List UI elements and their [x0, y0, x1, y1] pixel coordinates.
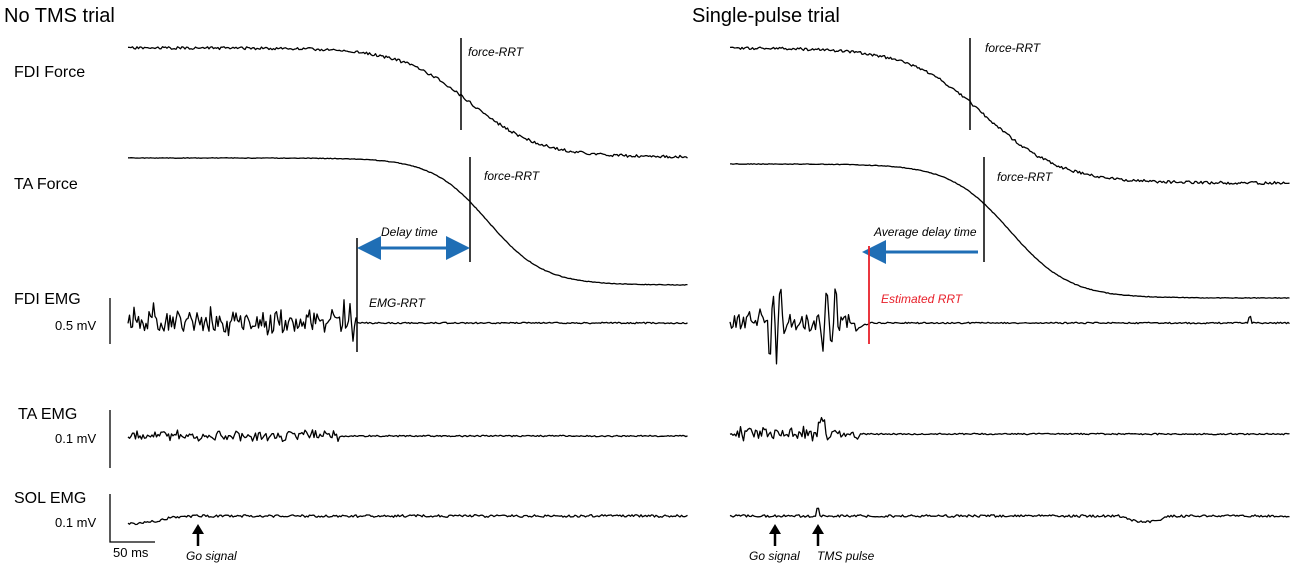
left-fdi-force-trace — [127, 46, 688, 159]
right-estimated-rrt-label: Estimated RRT — [881, 292, 964, 306]
left-fdi-emg-trace — [127, 299, 688, 342]
sol-emg-label: SOL EMG — [14, 490, 86, 507]
ta-force-label: TA Force — [14, 176, 78, 193]
left-delay-label: Delay time — [381, 225, 438, 239]
time-scale-label: 50 ms — [113, 545, 149, 560]
fdi-force-label: FDI Force — [14, 64, 85, 81]
right-ta-emg-trace — [729, 416, 1290, 442]
right-fdi-force-trace — [729, 46, 1290, 185]
right-ta-force-trace — [730, 163, 1290, 299]
right-tms-pulse-arrow — [812, 524, 824, 546]
left-ta-force-trace — [127, 157, 688, 286]
fdi-emg-scale-label: 0.5 mV — [55, 318, 97, 333]
fdi-emg-label: FDI EMG — [14, 291, 81, 308]
sol-emg-time-scale-bar — [109, 494, 155, 543]
right-panel-title: Single-pulse trial — [692, 5, 840, 27]
left-fdi-force-rrt-label: force-RRT — [468, 45, 525, 59]
ta-emg-label: TA EMG — [18, 406, 77, 423]
right-sol-emg-trace — [729, 507, 1290, 524]
right-delay-label: Average delay time — [873, 225, 977, 239]
left-emg-rrt-label: EMG-RRT — [369, 296, 426, 310]
ta-emg-scale-label: 0.1 mV — [55, 431, 97, 446]
left-ta-force-rrt-label: force-RRT — [484, 169, 541, 183]
left-sol-emg-trace — [127, 514, 688, 526]
left-go-signal-arrow — [192, 524, 204, 546]
right-ta-force-rrt-label: force-RRT — [997, 170, 1054, 184]
left-ta-emg-trace — [127, 429, 688, 443]
right-go-signal-label: Go signal — [749, 549, 800, 563]
right-tms-pulse-label: TMS pulse — [817, 549, 875, 563]
right-fdi-force-rrt-label: force-RRT — [985, 41, 1042, 55]
right-fdi-emg-trace — [729, 288, 1290, 365]
left-go-signal-label: Go signal — [186, 549, 237, 563]
right-go-signal-arrow — [769, 524, 781, 546]
sol-emg-scale-label: 0.1 mV — [55, 515, 97, 530]
left-panel-title: No TMS trial — [4, 5, 115, 27]
